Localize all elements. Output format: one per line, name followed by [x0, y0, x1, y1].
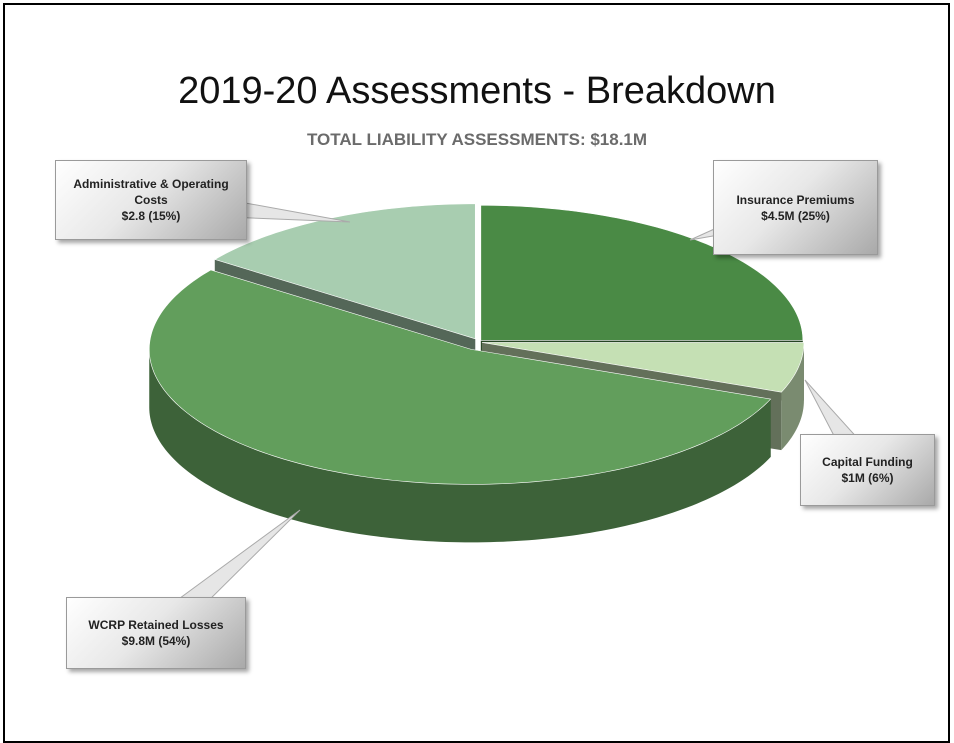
slice [481, 342, 805, 393]
slide: 2019-20 Assessments - Breakdown TOTAL LI… [3, 3, 950, 743]
callout-category: WCRP Retained Losses [88, 618, 224, 632]
callout-box: Administrative & Operating Costs $2.8 (15… [55, 160, 247, 240]
slice [480, 205, 804, 341]
chart-subtitle: TOTAL LIABILITY ASSESSMENTS: $18.1M [306, 130, 648, 149]
callout-category: Administrative & Operating Costs [73, 177, 229, 207]
callout-value: $2.8 (15%) [121, 209, 181, 223]
callout-category: Capital Funding [822, 455, 913, 469]
callout-box: WCRP Retained Losses $9.8M (54%) [66, 597, 246, 669]
slice-side [781, 342, 804, 451]
callout-category: Insurance Premiums [736, 192, 855, 207]
callout-value: $4.5M (25%) [761, 208, 830, 223]
slice-side [149, 349, 771, 543]
callout-box: Insurance Premiums $4.5M (25%) [713, 160, 878, 255]
callout-value: $1M (6%) [841, 471, 894, 485]
callout-box: Capital Funding $1M (6%) [800, 434, 935, 506]
slice [148, 269, 772, 485]
callout-value: $9.8M (54%) [121, 634, 191, 648]
chart-title: 2019-20 Assessments - Breakdown [178, 70, 776, 112]
